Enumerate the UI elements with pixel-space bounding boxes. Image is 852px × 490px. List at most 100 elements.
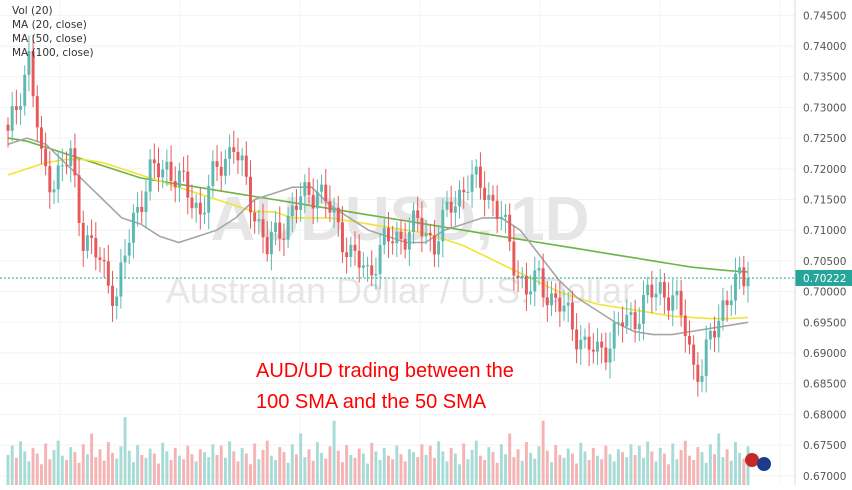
candle-body [520,275,524,278]
volume-bar [236,461,240,485]
volume-bar [182,459,186,485]
volume-bar [320,452,324,485]
volume-bar [6,454,10,485]
volume-bar [616,449,620,485]
candle-body [332,207,336,213]
volume-bar [19,441,23,485]
candle-body [704,339,708,376]
volume-bar [633,454,637,485]
candle-body [140,206,144,213]
candle-body [52,189,56,193]
candle-body [575,329,579,350]
candle-body [612,322,616,349]
candlesticks [6,34,750,397]
volume-bar [491,452,495,485]
volume-bar [165,451,169,485]
candle-body [286,216,290,240]
volume-bar [31,447,35,485]
volume-bar [654,461,658,485]
price-tick-label: 0.72500 [803,133,846,145]
legend-ma20[interactable]: MA (20, close) [12,19,87,31]
candle-body [441,209,445,242]
candle-body [688,336,691,345]
volume-bar [575,463,579,485]
candle-body [646,284,650,296]
us-flag-icon [757,457,771,471]
candle-body [558,297,562,312]
candle-body [194,202,198,209]
candle-body [462,189,466,193]
volume-bar [432,457,436,485]
candle-body [483,187,487,200]
candle-body [370,265,374,276]
candle-body [654,293,658,298]
candle-body [449,201,453,213]
volume-bar [499,444,503,485]
candle-body [198,202,202,215]
candle-body [278,222,282,239]
candle-body [604,347,608,363]
volume-bar [629,444,633,485]
volume-bar [269,455,273,485]
volume-bars [6,417,750,485]
last-price-line: 0.70222 [0,269,852,286]
candle-body [19,105,23,110]
candle-body [495,200,499,220]
volume-bar [177,455,181,485]
legend-ma50[interactable]: MA (50, close) [12,33,87,45]
volume-bar [282,452,286,485]
volume-bar [119,446,123,485]
volume-bar [345,444,349,485]
volume-bar [625,457,629,485]
volume-bar [77,462,81,485]
candle-body [341,222,344,253]
volume-bar [56,440,60,485]
candle-body [253,212,257,222]
candle-body [721,300,725,321]
candle-body [725,300,729,306]
price-tick-label: 0.71500 [803,195,846,207]
price-axis: 0.74500 0.74000 0.73500 0.73000 0.72500 0.720… [794,0,846,485]
candle-body [625,314,629,327]
volume-bar [713,454,717,485]
candle-body [31,51,35,97]
candle-body [269,232,273,255]
volume-bar [341,462,344,485]
candle-body [550,293,553,306]
candle-body [35,96,39,128]
volume-bar [675,459,679,485]
volume-bar [194,461,198,485]
candle-body [554,293,558,298]
candle-body [570,302,574,330]
volume-bar [416,457,420,485]
volume-bar [278,447,282,485]
volume-bar [249,464,252,485]
legend-ma100[interactable]: MA (100, close) [12,47,94,59]
volume-bar [207,457,211,485]
volume-bar [190,454,194,485]
candle-body [127,242,131,256]
candle-body [478,166,482,188]
volume-bar [600,459,604,485]
volume-bar [558,454,562,485]
legend-volume[interactable]: Vol (20) [12,5,53,17]
volume-bar [140,454,144,485]
volume-bar [642,457,645,485]
candle-body [81,222,85,251]
moving-averages [7,137,749,336]
candle-body [733,273,737,301]
volume-bar [295,454,298,485]
volume-bar [725,449,729,485]
volume-bar [290,444,294,485]
candle-body [453,206,457,213]
candle-body [407,231,411,250]
candle-body [173,180,177,188]
volume-bar [161,442,165,485]
volume-bar [244,453,248,485]
candle-body [499,216,503,220]
volume-bar [733,442,737,485]
candle-body [621,322,625,327]
volume-bar [357,448,361,485]
volume-bar [495,462,499,485]
candle-body [366,265,370,267]
